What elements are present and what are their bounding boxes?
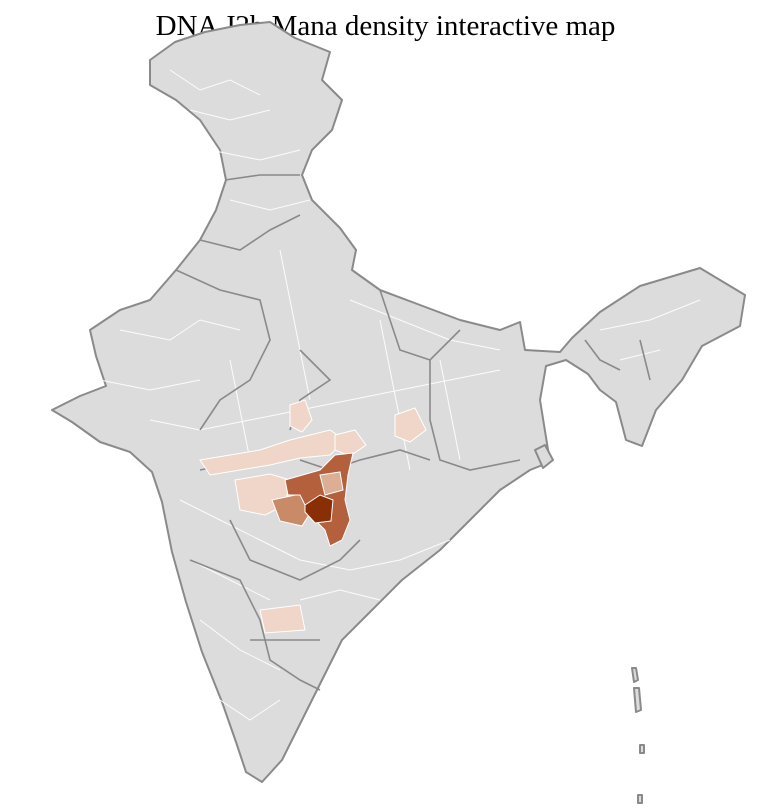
district-low[interactable] [289, 399, 313, 433]
mainland[interactable] [51, 21, 746, 783]
east-coast-delta [534, 444, 554, 469]
andaman-islands [631, 667, 645, 804]
india-landmass [51, 21, 746, 804]
district-max[interactable] [304, 494, 334, 524]
district-low[interactable] [334, 429, 367, 457]
district-low[interactable] [394, 407, 427, 443]
district-low-mid[interactable] [319, 471, 344, 496]
density-regions [199, 399, 427, 634]
district-boundaries [99, 69, 701, 721]
district-low[interactable] [259, 604, 306, 634]
